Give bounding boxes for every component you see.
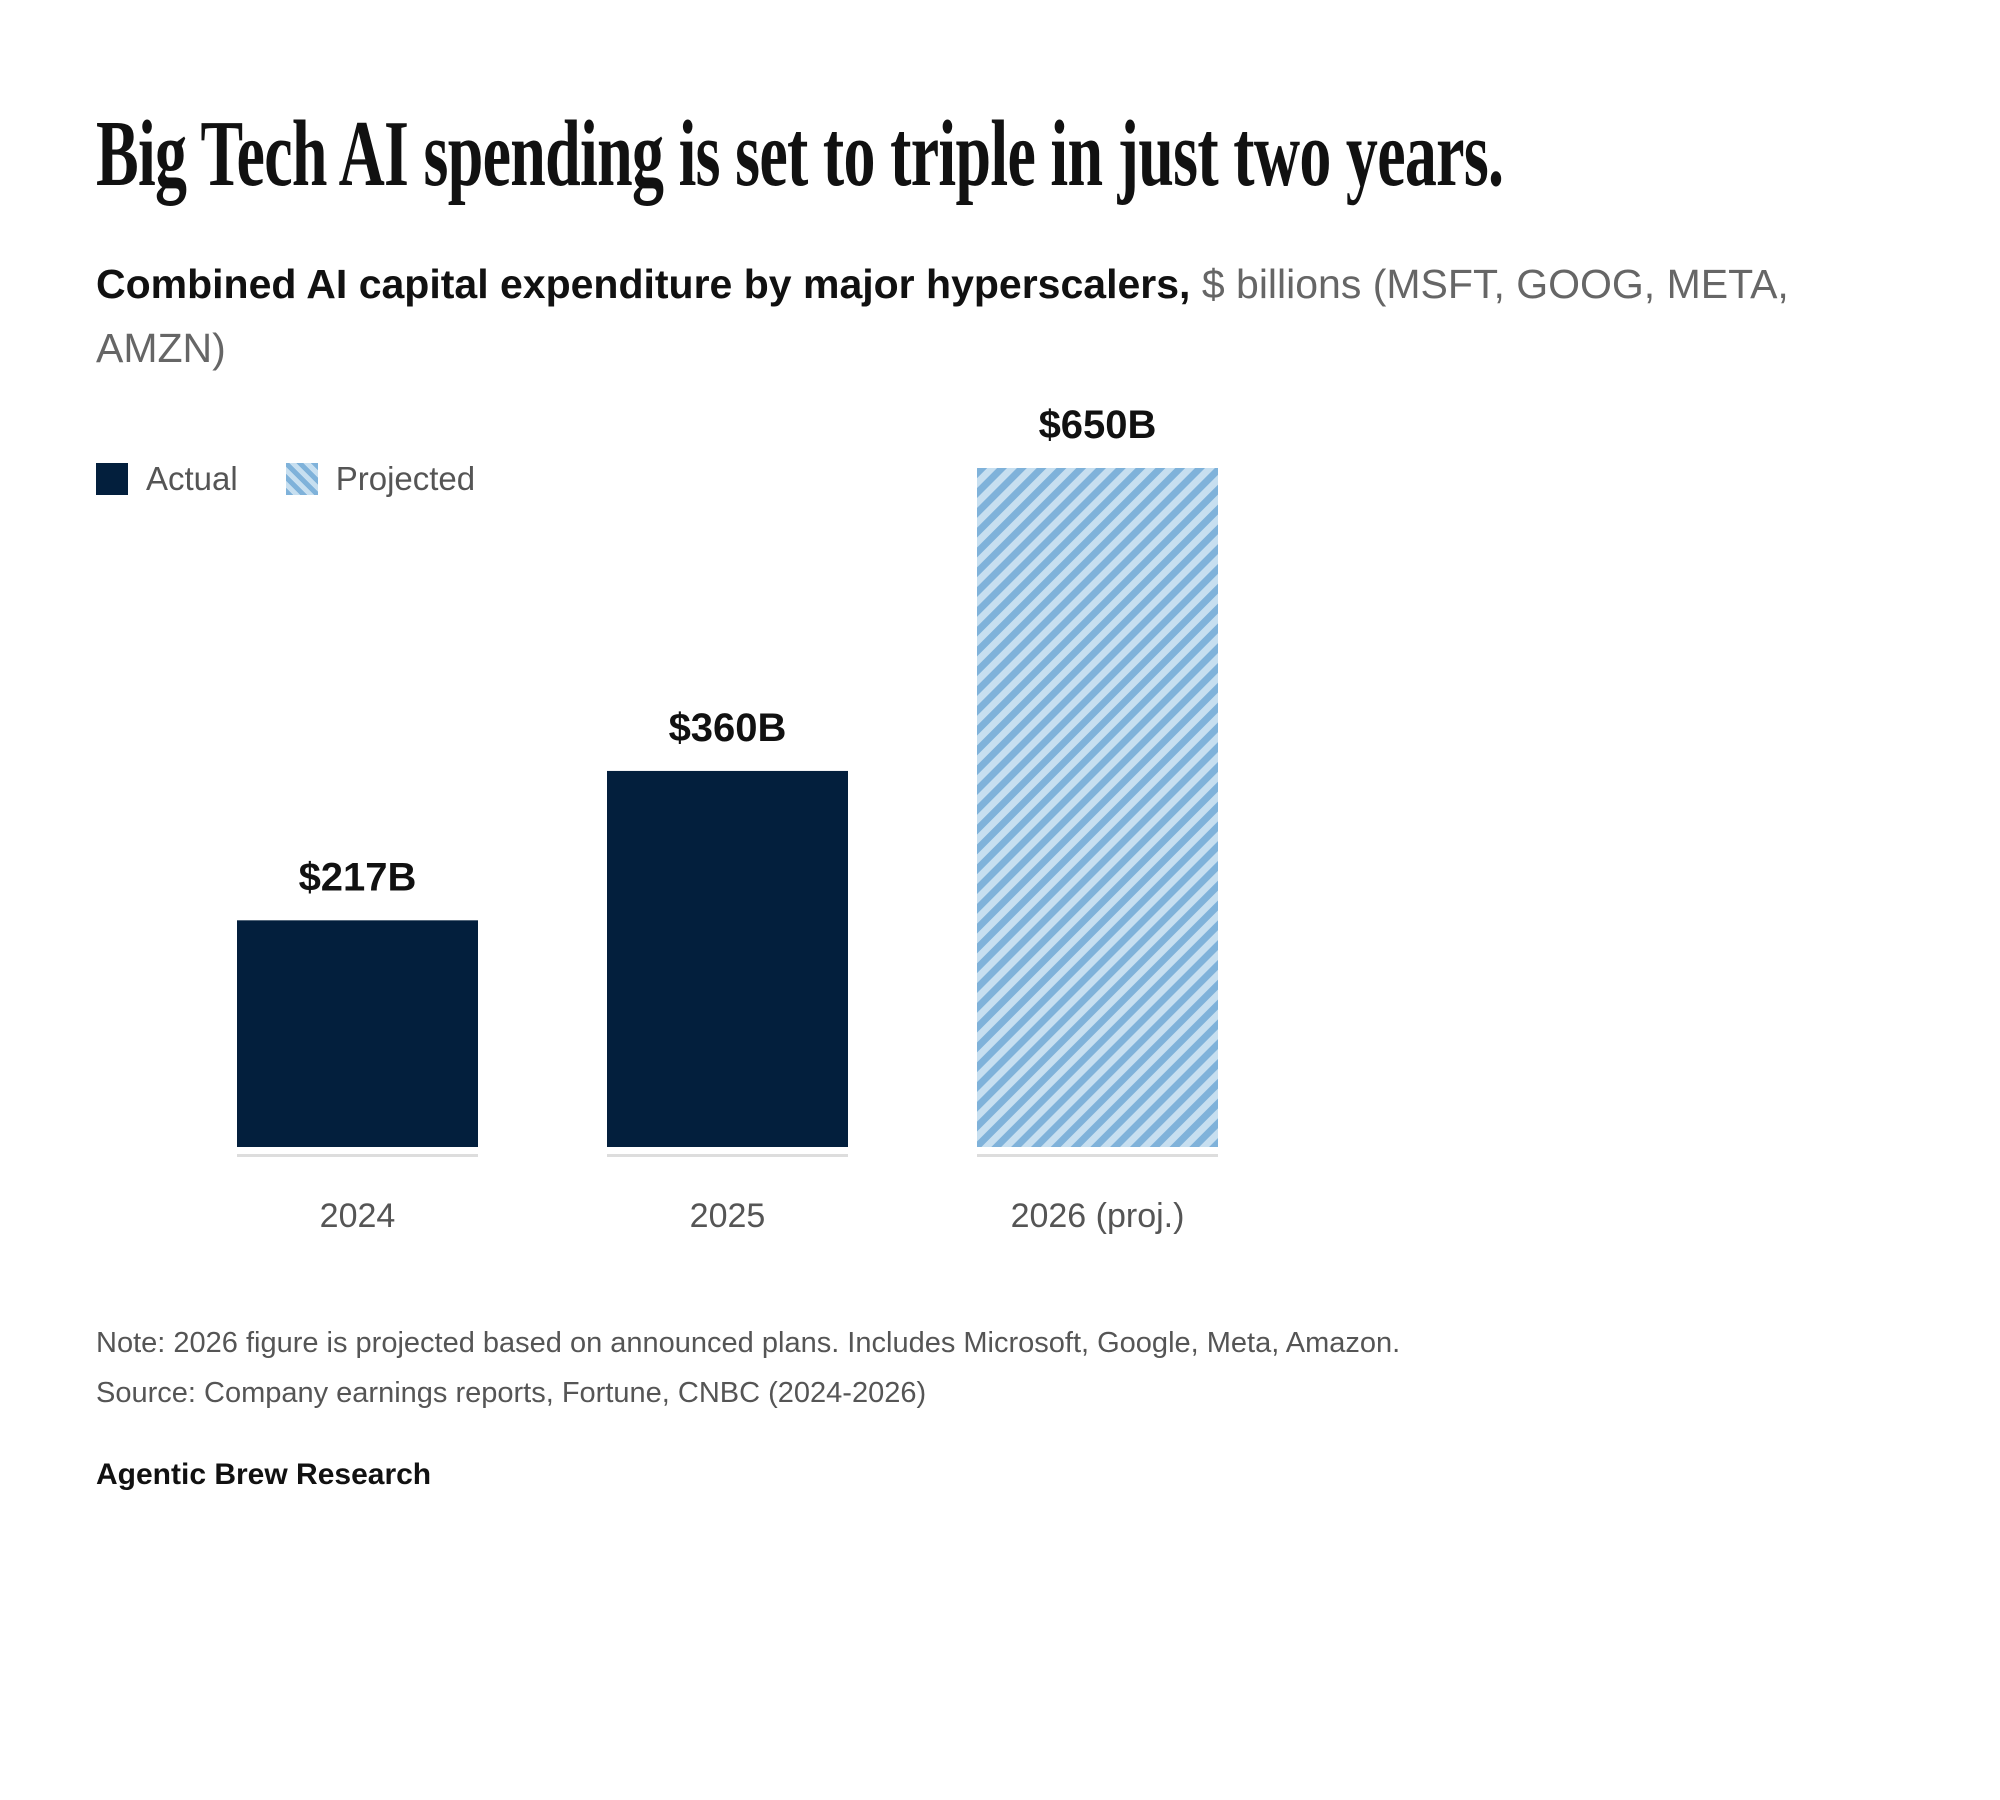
note-text: Note: 2026 figure is projected based on … (96, 1327, 1401, 1359)
x-tick-label: 2024 (320, 1197, 396, 1235)
legend-item-actual: Actual (96, 460, 238, 498)
chart-title: Big Tech AI spending is set to triple in… (96, 102, 1504, 206)
bar-baseline (607, 1154, 848, 1157)
legend-swatch-actual (96, 463, 128, 495)
chart-notes: Note: 2026 figure is projected based on … (96, 1318, 1400, 1418)
bar-baseline (237, 1154, 478, 1157)
x-tick-label: 2026 (proj.) (1011, 1197, 1185, 1235)
subtitle-units: $ billions (MSFT, GOOG, META, AMZN) (96, 261, 1789, 371)
legend-label-actual: Actual (146, 460, 238, 497)
bar-2026 (977, 468, 1218, 1147)
value-label: $360B (669, 706, 787, 750)
legend: Actual Projected (96, 460, 523, 498)
value-label: $650B (1039, 403, 1157, 447)
legend-item-projected: Projected (285, 460, 476, 498)
bar-2024 (237, 920, 478, 1147)
legend-swatch-projected (285, 463, 318, 495)
x-tick-label: 2025 (690, 1197, 766, 1235)
value-label: $217B (299, 855, 417, 899)
brand-credit: Agentic Brew Research (96, 1458, 432, 1491)
source-text: Source: Company earnings reports, Fortun… (96, 1377, 927, 1409)
legend-label-projected: Projected (335, 460, 476, 497)
bar-baseline (977, 1154, 1218, 1157)
chart-subtitle: Combined AI capital expenditure by major… (96, 252, 1926, 380)
bar-2025 (607, 770, 848, 1147)
subtitle-bold: Combined AI capital expenditure by major… (96, 261, 1191, 307)
